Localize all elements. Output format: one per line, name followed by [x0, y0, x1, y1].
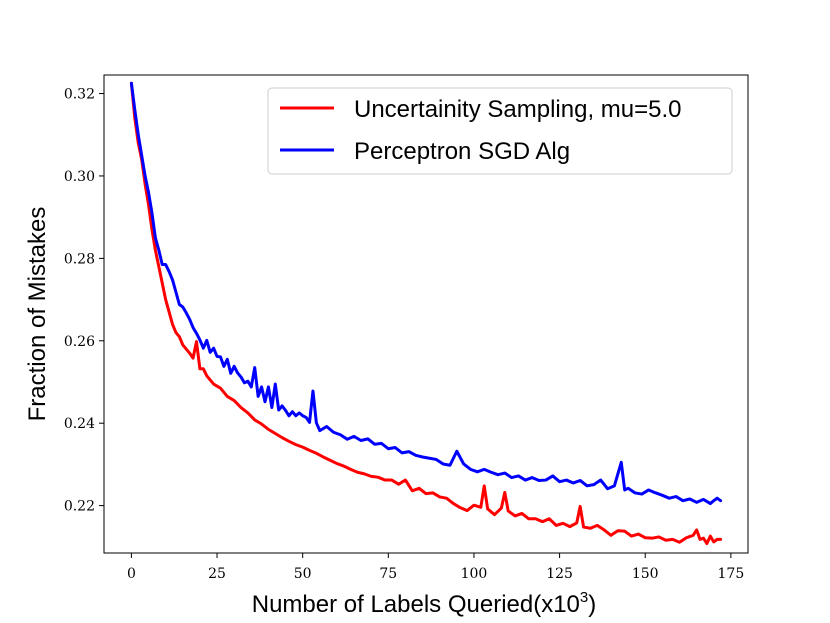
x-tick-label: 25: [208, 566, 226, 582]
y-tick-label: 0.24: [64, 416, 95, 432]
x-tick-label: 75: [379, 566, 397, 582]
legend-box: [267, 87, 733, 175]
y-tick-label: 0.28: [64, 251, 95, 267]
y-tick-label: 0.30: [64, 169, 95, 185]
axes-frame: [103, 74, 749, 554]
series-layer: [129, 81, 723, 546]
x-tick-label: 125: [546, 566, 573, 582]
x-axis-label: Number of Labels Queried(x103): [252, 589, 597, 618]
x-tick-label: 50: [294, 566, 312, 582]
x-tick-label: 0: [127, 566, 136, 582]
y-axis-label: Fraction of Mistakes: [24, 207, 51, 422]
series-line-uncertainty: [129, 81, 723, 546]
x-axis-label-main: Number of Labels Queried(x10: [252, 591, 580, 618]
x-axis: 0 25 50 75 100 125 150 175: [127, 553, 744, 582]
legend-label-perceptron: Perceptron SGD Alg: [354, 138, 570, 165]
x-tick-label: 150: [632, 566, 659, 582]
y-tick-label: 0.22: [64, 499, 95, 515]
x-axis-label-exponent: 3: [580, 589, 588, 606]
legend: Uncertainity Sampling, mu=5.0 Perceptron…: [267, 87, 733, 175]
y-tick-label: 0.26: [64, 334, 95, 350]
legend-label-uncertainty: Uncertainity Sampling, mu=5.0: [354, 96, 682, 123]
y-axis: 0.22 0.24 0.26 0.28 0.30 0.32: [64, 87, 104, 515]
x-axis-label-close: ): [588, 591, 596, 618]
x-tick-label: 175: [718, 566, 745, 582]
y-tick-label: 0.32: [64, 87, 95, 103]
series-line-perceptron: [129, 81, 723, 506]
x-tick-label: 100: [461, 566, 488, 582]
